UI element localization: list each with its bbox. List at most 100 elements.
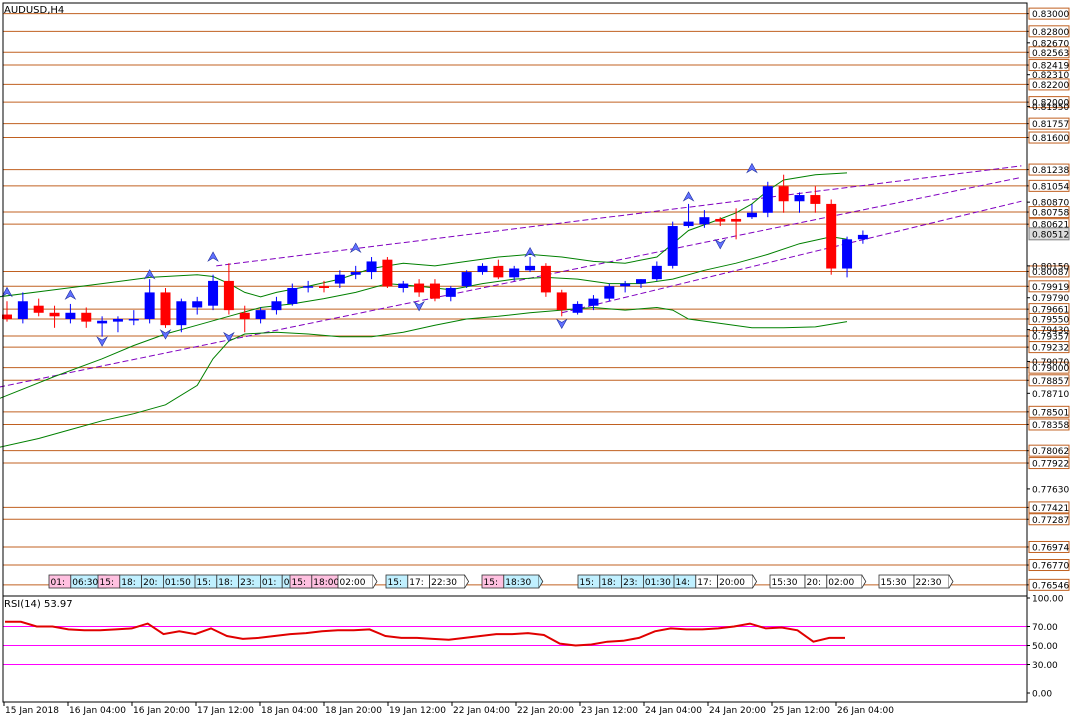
session-marker-label: 15: [292, 578, 306, 588]
candle [334, 270, 345, 288]
price-level-label: 0.79550 [1032, 315, 1069, 325]
candle-body [746, 212, 757, 218]
candle-body [794, 195, 805, 202]
session-marker-label: 01:30 [645, 578, 671, 588]
candle [319, 280, 329, 293]
price-tick-label: 0.82670 [1032, 39, 1069, 49]
price-level-box [1028, 312, 1070, 325]
candle-body [731, 218, 742, 222]
fractal-up-marker [207, 251, 219, 262]
price-level-box [1028, 559, 1070, 572]
fractal-up-marker [746, 162, 758, 174]
price-level-box [1028, 131, 1070, 144]
session-marker: 18:30 [503, 574, 544, 589]
price-tick-label: 0.82310 [1032, 71, 1069, 81]
rsi-tick-label: 70.00 [1032, 623, 1058, 633]
candle [271, 296, 282, 315]
candle-body [49, 312, 60, 317]
price-level-label: 0.81757 [1032, 120, 1069, 130]
price-level-box [1028, 341, 1070, 354]
price-level-label: 0.78358 [1032, 421, 1069, 431]
price-level-label: 0.76770 [1032, 562, 1069, 572]
price-level-label: 0.76546 [1032, 581, 1069, 591]
session-marker: 02:00 [337, 574, 378, 589]
session-marker: 15: [481, 574, 505, 589]
candle-body [445, 287, 456, 297]
price-level-label: 0.78501 [1032, 408, 1069, 418]
band-upper [0, 172, 848, 298]
candles [2, 174, 868, 337]
candle [826, 199, 837, 275]
candle [128, 310, 139, 326]
candle [762, 181, 773, 218]
candle-body [477, 265, 488, 273]
candle [255, 307, 266, 324]
candle [731, 208, 742, 240]
candle-body [857, 234, 868, 240]
price-level-box [1028, 7, 1070, 20]
band-lower [0, 306, 848, 448]
session-marker: 14: [673, 574, 697, 589]
session-marker: 20: [141, 574, 164, 589]
candle-body [176, 301, 187, 326]
candle-body [366, 261, 377, 273]
price-level-box [1028, 578, 1070, 591]
candle-body [2, 314, 12, 319]
rsi-tick-label: 100.00 [1032, 595, 1064, 605]
candle [366, 257, 377, 280]
candle-body [588, 298, 599, 306]
price-tick-label: 0.78710 [1032, 390, 1069, 400]
candle-body [128, 318, 139, 321]
candle [176, 298, 187, 333]
candle-body [667, 226, 678, 266]
price-level-box [1028, 418, 1070, 431]
price-level-label: 0.79919 [1032, 283, 1069, 293]
price-level-box [1028, 163, 1070, 176]
session-marker-label: 23: [240, 578, 254, 588]
candle-body [287, 287, 298, 304]
candle [49, 305, 60, 328]
time-tick-label: 22 Jan 20:00 [517, 706, 574, 716]
candle-body [160, 292, 171, 326]
price-level-label: 0.80087 [1032, 268, 1069, 278]
price-level-label: 0.77421 [1032, 504, 1069, 514]
price-tick-label: 0.77630 [1032, 485, 1069, 495]
candle [144, 279, 155, 324]
candle-body [540, 265, 551, 293]
time-tick-label: 24 Jan 04:00 [645, 706, 702, 716]
price-level-box [1028, 513, 1070, 526]
price-level-box [1028, 374, 1070, 387]
time-tick-label: 16 Jan 04:00 [69, 706, 126, 716]
candle [572, 301, 583, 315]
session-marker: 20:00 [717, 574, 758, 589]
price-level-label: 0.81238 [1032, 166, 1069, 176]
price-level-box [1028, 265, 1070, 278]
session-marker: 18: [216, 574, 240, 589]
candle-body [715, 218, 726, 222]
session-marker-label: 15: [197, 578, 211, 588]
candle [192, 296, 203, 315]
candle-body [429, 283, 440, 299]
chart-title: AUDUSD,H4 [4, 5, 64, 16]
candle-body [842, 239, 853, 269]
candle-body [271, 301, 282, 311]
fractal-up-marker [682, 191, 695, 202]
candle-body [382, 259, 393, 287]
chart-frame [2, 2, 1028, 703]
candle [556, 289, 567, 317]
candle-body [303, 286, 314, 288]
session-marker-arrow [538, 574, 544, 589]
candle [778, 174, 789, 213]
price-level-box [1028, 25, 1070, 38]
candle-body [223, 280, 234, 311]
candle-body [334, 274, 345, 284]
candle [33, 298, 44, 317]
candle [588, 295, 599, 311]
candle [746, 203, 757, 219]
price-level-box [1028, 280, 1070, 293]
candle-body [461, 272, 472, 287]
session-marker: 15:30 [878, 574, 915, 589]
candle [414, 279, 425, 297]
price-level-label: 0.82800 [1032, 28, 1069, 38]
price-level-box [1028, 501, 1070, 514]
